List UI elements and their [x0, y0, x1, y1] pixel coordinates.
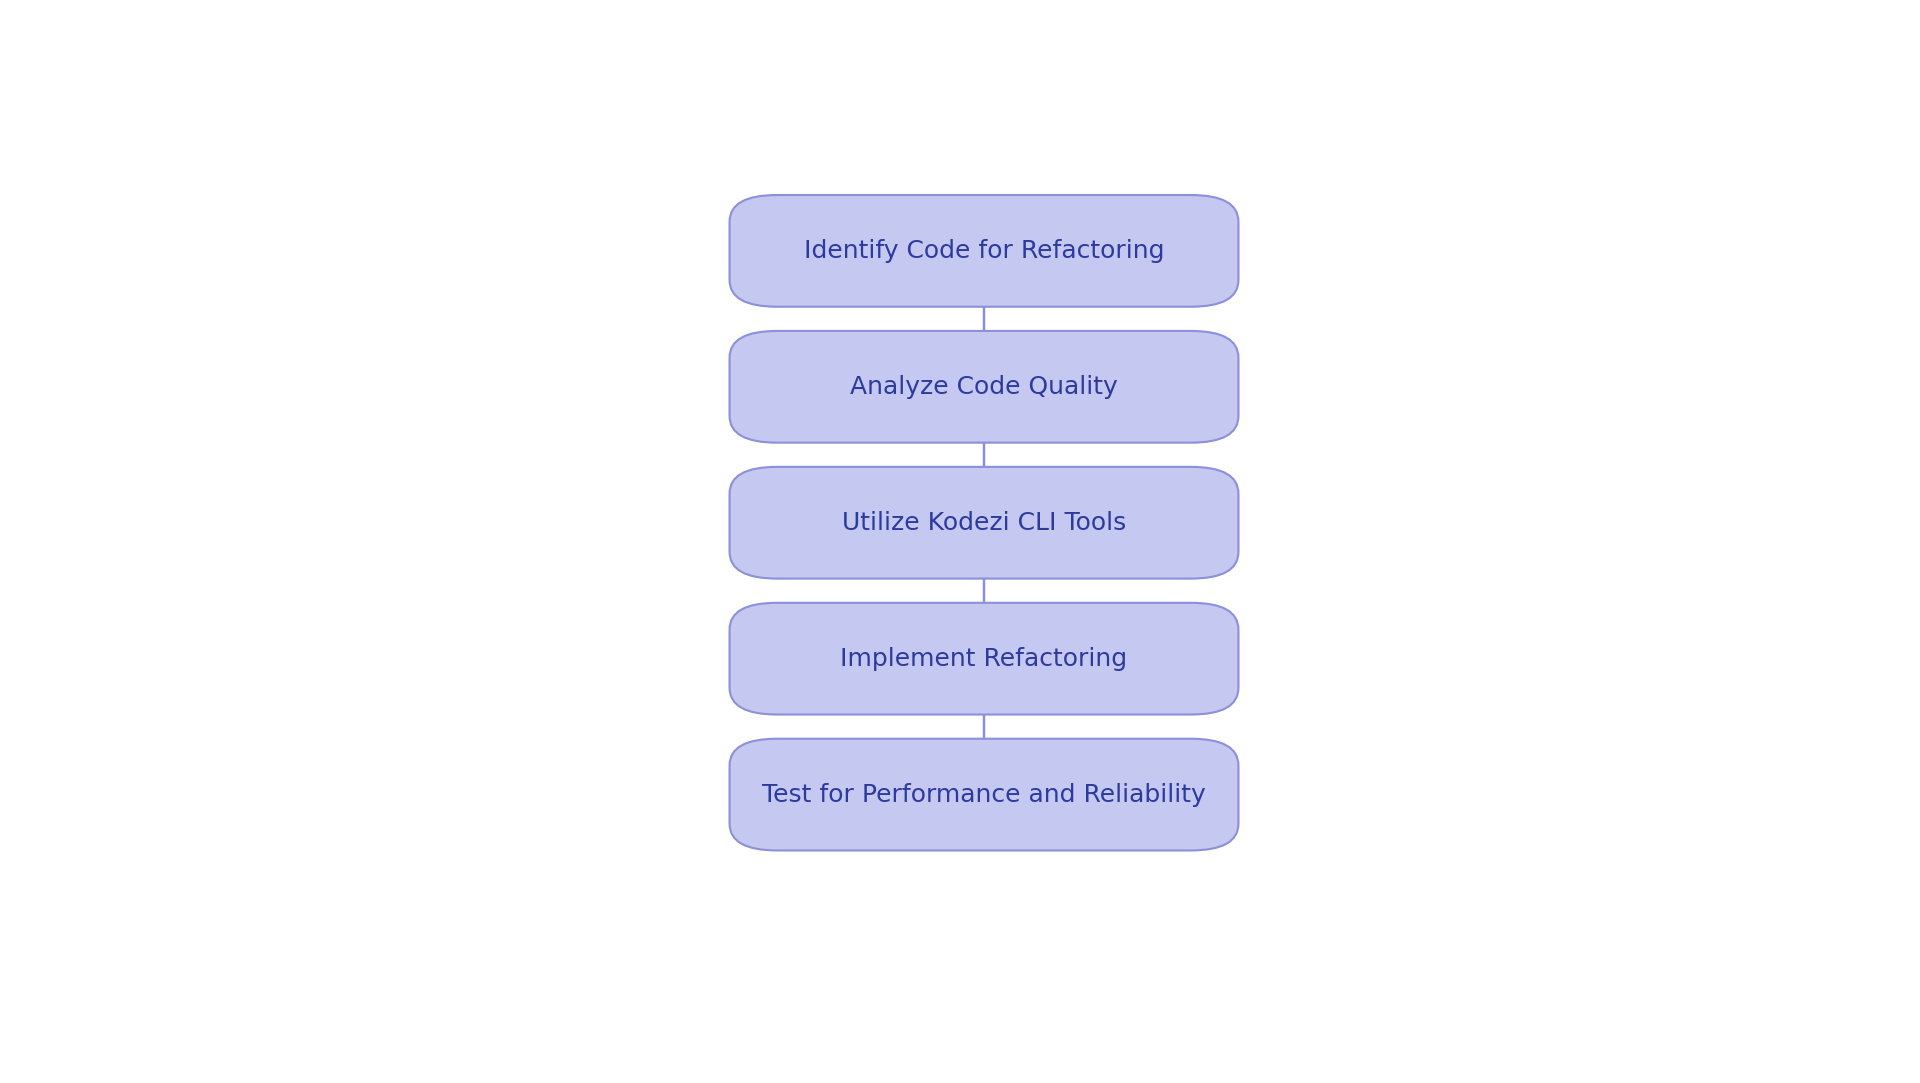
- Text: Test for Performance and Reliability: Test for Performance and Reliability: [762, 783, 1206, 807]
- FancyBboxPatch shape: [730, 331, 1238, 443]
- FancyBboxPatch shape: [730, 195, 1238, 306]
- Text: Identify Code for Refactoring: Identify Code for Refactoring: [804, 239, 1164, 263]
- Text: Implement Refactoring: Implement Refactoring: [841, 647, 1127, 670]
- FancyBboxPatch shape: [730, 739, 1238, 850]
- FancyBboxPatch shape: [730, 603, 1238, 715]
- FancyBboxPatch shape: [730, 467, 1238, 578]
- Text: Utilize Kodezi CLI Tools: Utilize Kodezi CLI Tools: [841, 511, 1127, 535]
- Text: Analyze Code Quality: Analyze Code Quality: [851, 375, 1117, 399]
